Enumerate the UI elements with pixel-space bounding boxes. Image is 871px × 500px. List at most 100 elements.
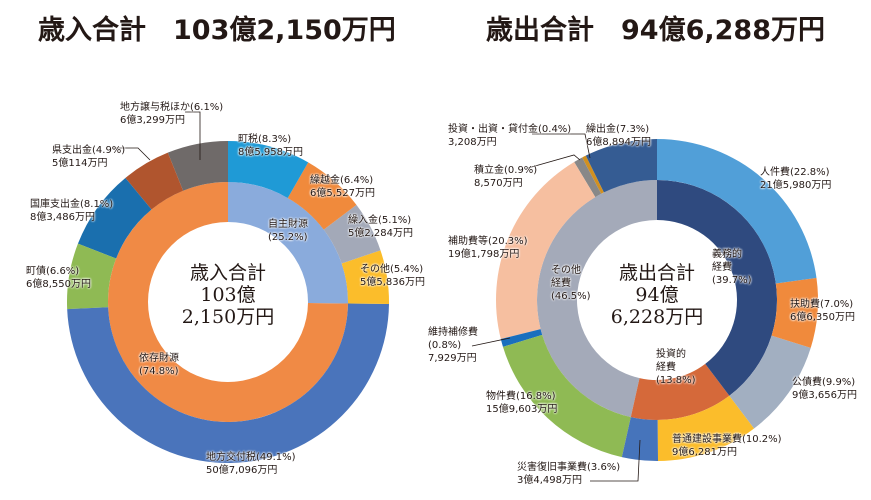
label-line: 災害復旧事業費(3.6%): [517, 461, 620, 474]
label-line: 50億7,096万円: [206, 464, 296, 477]
label-text: 地方交付税: [206, 452, 256, 463]
center-line: 103億: [200, 284, 256, 306]
label-text: (3.6%): [587, 462, 621, 473]
revenue-title: 歳入合計 103億2,150万円: [38, 15, 396, 46]
label-text: 県支出金: [52, 145, 92, 156]
data-label: 普通建設事業費(10.2%) 9億6,281万円: [672, 433, 782, 459]
slice-expenditure-outer-5: [502, 334, 631, 458]
label-text: (46.5%): [551, 291, 591, 302]
label-text: (74.8%): [139, 366, 179, 377]
label-text: 5億114万円: [52, 158, 108, 169]
label-text: 8億5,958万円: [238, 147, 303, 158]
data-label: 国庫支出金(8.1%) 8億3,486万円: [30, 198, 113, 224]
label-text: 普通建設事業費: [672, 434, 742, 445]
label-line: 5億2,284万円: [348, 227, 413, 240]
label-text: 国庫支出金: [30, 199, 80, 210]
label-text: (0.8%): [428, 340, 462, 351]
slice-expenditure-inner-0: [657, 180, 778, 396]
data-label: 人件費(22.8%) 21億5,980万円: [760, 166, 831, 192]
label-text: 繰越金: [310, 175, 340, 186]
label-text: 公債費: [792, 377, 822, 388]
center-line: 歳出合計: [618, 262, 695, 284]
label-line: (74.8%): [139, 365, 179, 378]
data-label: その他 経費 (46.5%): [551, 264, 591, 303]
center-line: 94億: [635, 284, 679, 306]
label-text: 自主財源: [268, 219, 308, 230]
label-line: 21億5,980万円: [760, 179, 831, 192]
data-label: 扶助費(7.0%) 6億6,350万円: [790, 298, 855, 324]
label-line: 19億1,798万円: [448, 248, 528, 261]
label-text: 補助費等: [448, 236, 488, 247]
label-text: 義務的: [712, 249, 742, 260]
label-line: 繰入金(5.1%): [348, 214, 413, 227]
label-text: 5億2,284万円: [348, 228, 413, 239]
label-line: 6億6,350万円: [790, 311, 855, 324]
label-line: 維持補修費: [428, 326, 478, 339]
slice-revenue-outer-3: [341, 250, 389, 305]
label-line: 8億3,486万円: [30, 211, 113, 224]
label-text: 人件費: [760, 167, 790, 178]
label-text: 50億7,096万円: [206, 465, 278, 476]
slice-expenditure-outer-1: [771, 277, 818, 348]
data-label: 投資的 経費 (13.8%): [656, 348, 696, 387]
slice-revenue-outer-8: [167, 141, 228, 191]
label-line: 投資的: [656, 348, 696, 361]
label-text: (0.4%): [538, 124, 572, 135]
label-text: 維持補修費: [428, 327, 478, 338]
label-line: 依存財源: [139, 352, 179, 365]
label-text: (39.7%): [712, 275, 752, 286]
expenditure-center: 歳出合計 94億 6,228万円: [597, 262, 717, 328]
label-text: 19億1,798万円: [448, 249, 520, 260]
data-label: 地方交付税(49.1%) 50億7,096万円: [206, 451, 296, 477]
label-text: 15億9,603万円: [486, 404, 558, 415]
label-line: (0.8%): [428, 339, 478, 352]
data-label: 地方譲与税ほか(6.1%) 6億3,299万円: [120, 101, 223, 127]
label-text: 6億8,894万円: [586, 137, 651, 148]
label-line: 人件費(22.8%): [760, 166, 831, 179]
label-text: 扶助費: [790, 299, 820, 310]
label-line: (13.8%): [656, 374, 696, 387]
data-label: 維持補修費 (0.8%) 7,929万円: [428, 326, 478, 365]
label-line: 県支出金(4.9%): [52, 144, 125, 157]
label-text: 積立金: [474, 165, 504, 176]
label-text: その他: [360, 264, 390, 275]
label-line: (39.7%): [712, 274, 752, 287]
label-line: 経費: [656, 361, 696, 374]
label-text: (7.0%): [820, 299, 854, 310]
label-text: 経費: [656, 362, 676, 373]
slice-revenue-inner-1: [108, 182, 348, 423]
label-text: 6億8,550万円: [26, 279, 91, 290]
label-line: 公債費(9.9%): [792, 376, 857, 389]
label-text: 町税: [238, 134, 258, 145]
label-text: 災害復旧事業費: [517, 462, 587, 473]
label-text: (7.3%): [616, 124, 650, 135]
label-text: 繰入金: [348, 215, 378, 226]
data-label: 投資・出資・貸付金(0.4%) 3,208万円: [448, 123, 571, 149]
label-line: その他(5.4%): [360, 263, 425, 276]
label-text: 3億4,498万円: [517, 475, 582, 486]
slice-expenditure-inner-2: [536, 180, 657, 418]
label-text: (13.8%): [656, 375, 696, 386]
label-line: 8,570万円: [474, 177, 537, 190]
data-label: 補助費等(20.3%) 19億1,798万円: [448, 235, 528, 261]
label-line: 繰越金(6.4%): [310, 174, 375, 187]
label-text: (6.1%): [190, 102, 224, 113]
label-text: (0.9%): [504, 165, 538, 176]
label-text: (49.1%): [256, 452, 296, 463]
label-text: 8億3,486万円: [30, 212, 95, 223]
slice-expenditure-outer-3: [657, 395, 755, 461]
label-line: 6億3,299万円: [120, 114, 223, 127]
center-line: 2,150万円: [181, 306, 275, 328]
slice-expenditure-outer-6: [500, 329, 543, 347]
label-line: 経費: [712, 261, 752, 274]
label-text: (4.9%): [92, 145, 126, 156]
label-text: (20.3%): [488, 236, 528, 247]
label-line: 8億5,958万円: [238, 146, 303, 159]
label-text: 6億6,350万円: [790, 312, 855, 323]
label-line: 5億114万円: [52, 157, 125, 170]
data-label: 繰越金(6.4%) 6億5,527万円: [310, 174, 375, 200]
leader-lines: [112, 111, 641, 482]
slice-revenue-outer-5: [67, 243, 117, 310]
label-text: 6億3,299万円: [120, 115, 185, 126]
slice-revenue-inner-0: [228, 182, 349, 304]
